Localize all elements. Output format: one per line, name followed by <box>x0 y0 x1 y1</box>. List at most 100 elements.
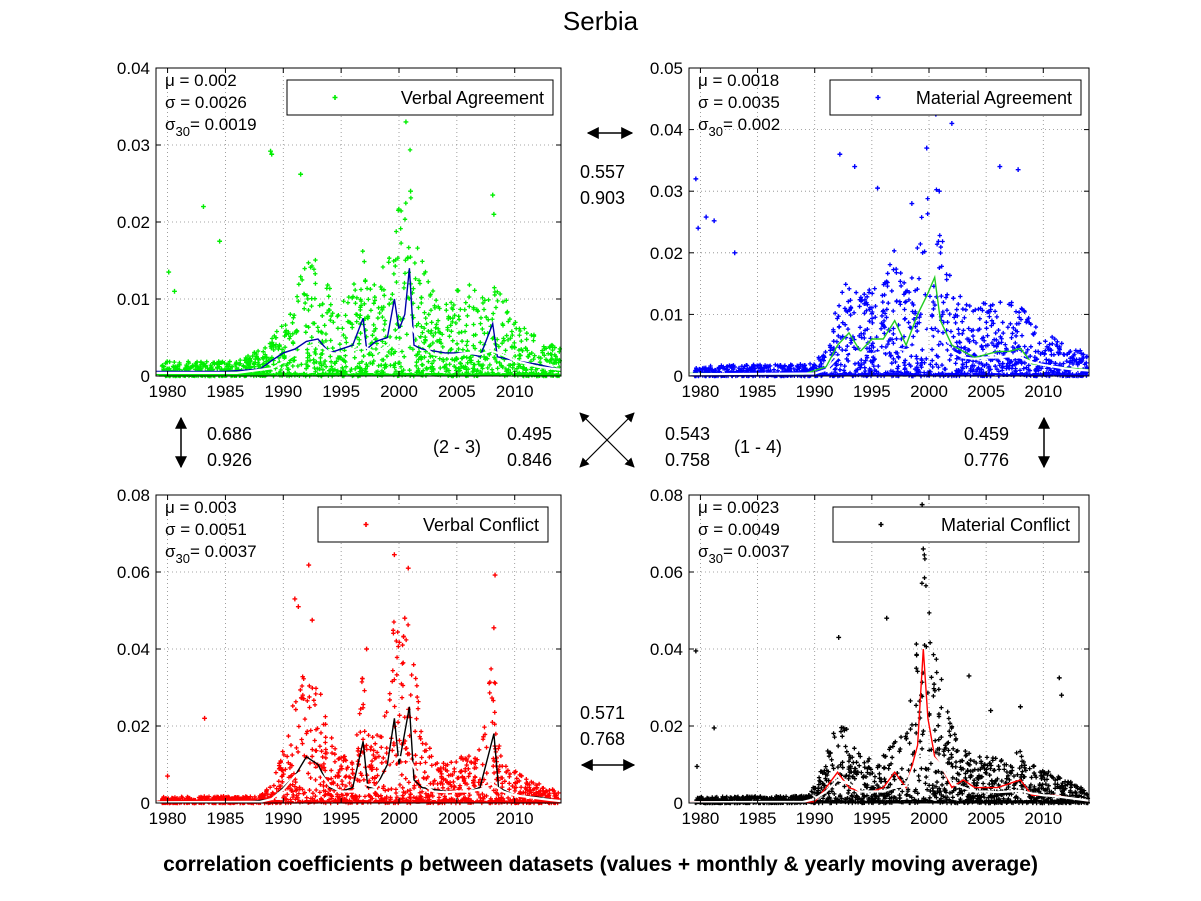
data-point <box>464 343 469 348</box>
data-point <box>506 319 511 324</box>
data-point <box>524 337 529 342</box>
data-point <box>418 355 424 360</box>
data-point <box>461 364 466 370</box>
data-point <box>498 363 504 369</box>
data-point <box>377 310 382 316</box>
data-point <box>416 278 422 283</box>
data-point <box>437 337 443 342</box>
data-point <box>478 340 483 345</box>
data-point <box>337 342 343 347</box>
data-point <box>305 296 310 302</box>
data-point <box>260 355 265 360</box>
data-point <box>324 310 330 315</box>
data-point <box>480 326 485 332</box>
data-point <box>291 313 297 318</box>
data-point <box>352 287 358 293</box>
data-point <box>306 307 311 313</box>
x-tick-label: 1980 <box>682 382 720 401</box>
data-point <box>420 330 425 335</box>
data-point <box>282 345 288 350</box>
data-point <box>283 332 289 337</box>
data-point <box>448 323 453 328</box>
data-point <box>428 292 433 297</box>
panel-2: 1980 1985 1990 1995 2000 2005 2010 0 0.01 0.02 0.0… <box>650 59 1090 401</box>
data-point <box>452 358 457 363</box>
data-point <box>192 363 198 368</box>
data-point <box>260 362 265 367</box>
data-point <box>474 369 479 374</box>
data-point <box>373 336 379 342</box>
data-point <box>390 292 395 297</box>
data-point <box>299 362 304 367</box>
data-point <box>440 332 445 337</box>
data-point <box>399 349 405 354</box>
data-point <box>346 294 352 300</box>
data-point <box>451 364 457 369</box>
data-point <box>173 364 179 370</box>
data-point <box>398 226 403 231</box>
data-point <box>416 349 422 355</box>
data-point <box>267 356 273 362</box>
data-point <box>450 316 456 321</box>
data-point <box>465 339 470 344</box>
data-point <box>432 305 438 311</box>
data-point <box>410 347 416 352</box>
data-point <box>518 364 523 369</box>
data-point <box>485 365 490 371</box>
data-point <box>490 317 495 322</box>
x-tick-label: 2000 <box>910 382 948 401</box>
data-point <box>287 336 292 341</box>
data-point <box>476 359 481 364</box>
data-point <box>504 298 509 303</box>
data-point <box>448 300 454 305</box>
data-point <box>262 345 268 351</box>
data-point <box>389 346 395 352</box>
data-point <box>319 330 325 336</box>
data-point <box>456 317 462 322</box>
data-point <box>552 345 557 350</box>
data-point <box>303 323 309 329</box>
data-point <box>313 346 318 352</box>
data-point <box>402 280 407 286</box>
data-point <box>370 353 375 358</box>
data-point <box>343 335 348 341</box>
data-point <box>430 340 436 346</box>
data-point <box>243 355 248 361</box>
data-point <box>459 329 464 335</box>
data-point <box>501 338 507 343</box>
y-tick-label: 0.03 <box>117 136 150 155</box>
data-point <box>547 344 552 349</box>
data-point <box>547 359 553 365</box>
data-point <box>394 229 399 234</box>
data-point <box>386 255 392 261</box>
data-point <box>282 329 288 335</box>
data-point <box>350 294 356 299</box>
data-point <box>493 305 499 310</box>
data-point <box>414 359 419 365</box>
data-point <box>478 315 484 320</box>
data-point <box>449 329 454 334</box>
data-point <box>255 356 261 361</box>
data-point <box>455 288 461 294</box>
data-point <box>465 313 470 319</box>
data-point <box>512 345 517 350</box>
data-point <box>481 307 487 312</box>
data-point <box>456 346 461 352</box>
data-point <box>357 337 362 342</box>
data-point <box>364 286 370 291</box>
data-point <box>513 320 518 325</box>
data-point <box>394 279 399 285</box>
data-point <box>291 315 296 320</box>
data-point <box>271 347 276 353</box>
data-point <box>414 353 419 358</box>
data-point <box>298 274 303 279</box>
data-point <box>318 355 323 361</box>
data-point <box>408 195 414 201</box>
data-point <box>370 361 375 366</box>
data-point <box>335 326 341 331</box>
data-point <box>311 360 317 366</box>
data-point <box>517 328 523 334</box>
data-point <box>472 346 478 351</box>
data-point <box>388 296 393 302</box>
data-point <box>302 300 308 306</box>
